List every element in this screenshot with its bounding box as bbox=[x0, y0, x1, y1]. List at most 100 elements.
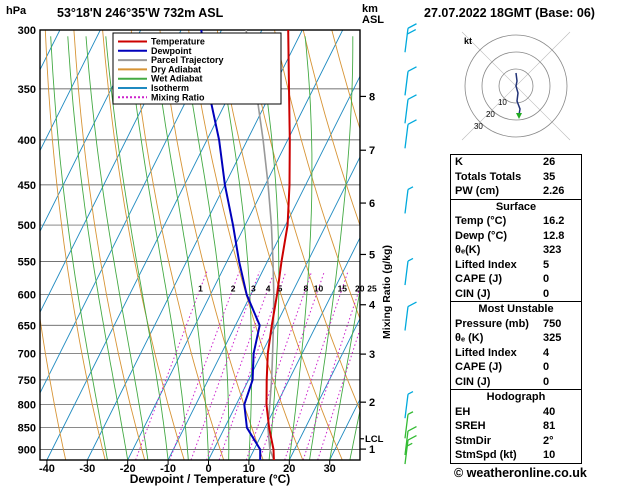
row-label: SREH bbox=[455, 420, 486, 432]
temperature-line bbox=[265, 30, 291, 460]
wind-barb-staff bbox=[404, 71, 409, 96]
mixing-ratio-value-label: 15 bbox=[338, 283, 348, 293]
km-tick-label: 5 bbox=[369, 249, 375, 261]
km-tick-label: 8 bbox=[369, 91, 375, 103]
table-row: Temp (°C) 16.2 bbox=[451, 214, 581, 229]
table-row: CIN (J) 0 bbox=[451, 287, 581, 302]
table-row: K 26 bbox=[451, 155, 581, 170]
pressure-tick-label: 550 bbox=[18, 256, 36, 268]
table-row: Lifted Index 5 bbox=[451, 258, 581, 273]
hodograph-trace bbox=[515, 72, 521, 116]
wind-barb-half-tick bbox=[407, 390, 414, 395]
km-axis-label: km bbox=[362, 3, 378, 15]
section-title: Most Unstable bbox=[478, 303, 554, 315]
legend-label: Dry Adiabat bbox=[151, 64, 201, 74]
datetime-title: 27.07.2022 18GMT (Base: 06) bbox=[424, 6, 595, 20]
table-row: CAPE (J) 0 bbox=[451, 360, 581, 375]
temp-tick-label: -10 bbox=[160, 463, 176, 475]
mixing-ratio-value-label: 4 bbox=[266, 283, 271, 293]
pressure-tick-label: 300 bbox=[18, 25, 36, 37]
station-title: 53°18'N 246°35'W 732m ASL bbox=[57, 6, 224, 20]
copyright: © weatheronline.co.uk bbox=[454, 466, 587, 480]
pressure-tick-label: 600 bbox=[18, 290, 36, 302]
temp-tick-label: -20 bbox=[120, 463, 136, 475]
row-label: θₑ(K) bbox=[455, 244, 481, 256]
row-label: K bbox=[455, 156, 463, 168]
row-value: 10 bbox=[543, 449, 556, 461]
table-row: Lifted Index 4 bbox=[451, 346, 581, 361]
legend-label: Mixing Ratio bbox=[151, 92, 205, 102]
wind-barb-staff bbox=[404, 28, 409, 53]
row-value: 750 bbox=[543, 317, 562, 330]
wind-barbs bbox=[404, 23, 417, 465]
row-label: CIN (J) bbox=[455, 287, 491, 300]
hodograph-ring-label: 30 bbox=[474, 122, 483, 131]
legend-label: Wet Adiabat bbox=[151, 74, 203, 84]
table-row: CAPE (J) 0 bbox=[451, 272, 581, 287]
mixing-ratio-value-label: 8 bbox=[303, 283, 308, 293]
row-label: StmDir bbox=[455, 434, 492, 447]
row-label: Totals Totals bbox=[455, 170, 522, 183]
table-section: Hodograph EH 40 SREH 81 StmDir 2° StmSpd (kt) 10 bbox=[451, 389, 581, 463]
plot-border bbox=[39, 29, 361, 461]
lcl-label: LCL bbox=[365, 434, 384, 445]
table-section: Surface Temp (°C) 16.2 Dewp (°C) 12.8 θₑ(K) 32… bbox=[451, 198, 581, 302]
row-value: 0 bbox=[543, 273, 550, 285]
row-value: 26 bbox=[543, 156, 556, 168]
section-title: Hodograph bbox=[486, 391, 546, 403]
pressure-tick-label: 900 bbox=[18, 445, 36, 457]
hodograph-ring bbox=[498, 68, 534, 104]
km-tick-label: 3 bbox=[369, 349, 375, 361]
pressure-tick-label: 750 bbox=[18, 375, 36, 387]
pressure-tick-label: 650 bbox=[18, 320, 36, 332]
wind-barb-tick bbox=[407, 23, 417, 29]
row-value: 0 bbox=[543, 361, 550, 373]
row-label: Lifted Index bbox=[455, 258, 517, 271]
table-row: PW (cm) 2.26 bbox=[451, 184, 581, 199]
wind-barb-tick bbox=[407, 119, 417, 125]
temp-tick-label: -30 bbox=[79, 463, 95, 475]
wind-barb-staff bbox=[404, 124, 409, 149]
table-row: θₑ(K) 323 bbox=[451, 243, 581, 258]
hodograph-ring bbox=[481, 51, 551, 121]
mixing-ratio-value-label: 25 bbox=[367, 283, 377, 293]
legend-label: Temperature bbox=[151, 37, 205, 47]
row-value: 12.8 bbox=[543, 229, 565, 242]
hodograph-unit-label: kt bbox=[464, 36, 472, 46]
row-label: PW (cm) bbox=[455, 185, 499, 197]
row-value: 325 bbox=[543, 332, 562, 344]
table-row: SREH 81 bbox=[451, 419, 581, 434]
temp-tick-label: 10 bbox=[243, 463, 255, 475]
isobar-lines bbox=[40, 29, 360, 450]
pressure-tick-label: 500 bbox=[18, 220, 36, 232]
pressure-tick-label: 350 bbox=[18, 84, 36, 96]
storm-motion-arrow bbox=[516, 113, 522, 119]
row-value: 16.2 bbox=[543, 215, 565, 227]
wind-barb-tick bbox=[406, 28, 417, 35]
wind-barb-staff bbox=[404, 99, 409, 124]
table-row: θₑ (K) 325 bbox=[451, 331, 581, 346]
dry-adiabat-lines bbox=[40, 30, 360, 460]
km-tick-label: 7 bbox=[369, 145, 375, 157]
table-row: StmSpd (kt) 10 bbox=[451, 448, 581, 463]
km-tick-label: 4 bbox=[369, 300, 376, 312]
wind-barb-half-tick bbox=[407, 186, 414, 191]
mixing-ratio-value-label: 3 bbox=[251, 283, 256, 293]
mixing-ratio-value-label: 1 bbox=[198, 283, 203, 293]
table-row: StmDir 2° bbox=[451, 434, 581, 449]
km-tick-label: 1 bbox=[369, 444, 375, 456]
dewpoint-line bbox=[200, 30, 262, 460]
axis-labels: 300350400450500550600650700750800850900-… bbox=[6, 3, 393, 486]
asl-axis-label: ASL bbox=[362, 14, 384, 26]
wind-barb-staff bbox=[404, 394, 409, 419]
hodograph-ring-label: 20 bbox=[486, 110, 495, 119]
table-row: CIN (J) 0 bbox=[451, 375, 581, 390]
legend-label: Isotherm bbox=[151, 83, 189, 93]
pressure-tick-label: 400 bbox=[18, 135, 36, 147]
row-label: Temp (°C) bbox=[455, 215, 507, 227]
mixing-ratio-axis-label: Mixing Ratio (g/kg) bbox=[381, 245, 393, 339]
row-label: StmSpd (kt) bbox=[455, 449, 517, 461]
row-label: EH bbox=[455, 405, 471, 418]
